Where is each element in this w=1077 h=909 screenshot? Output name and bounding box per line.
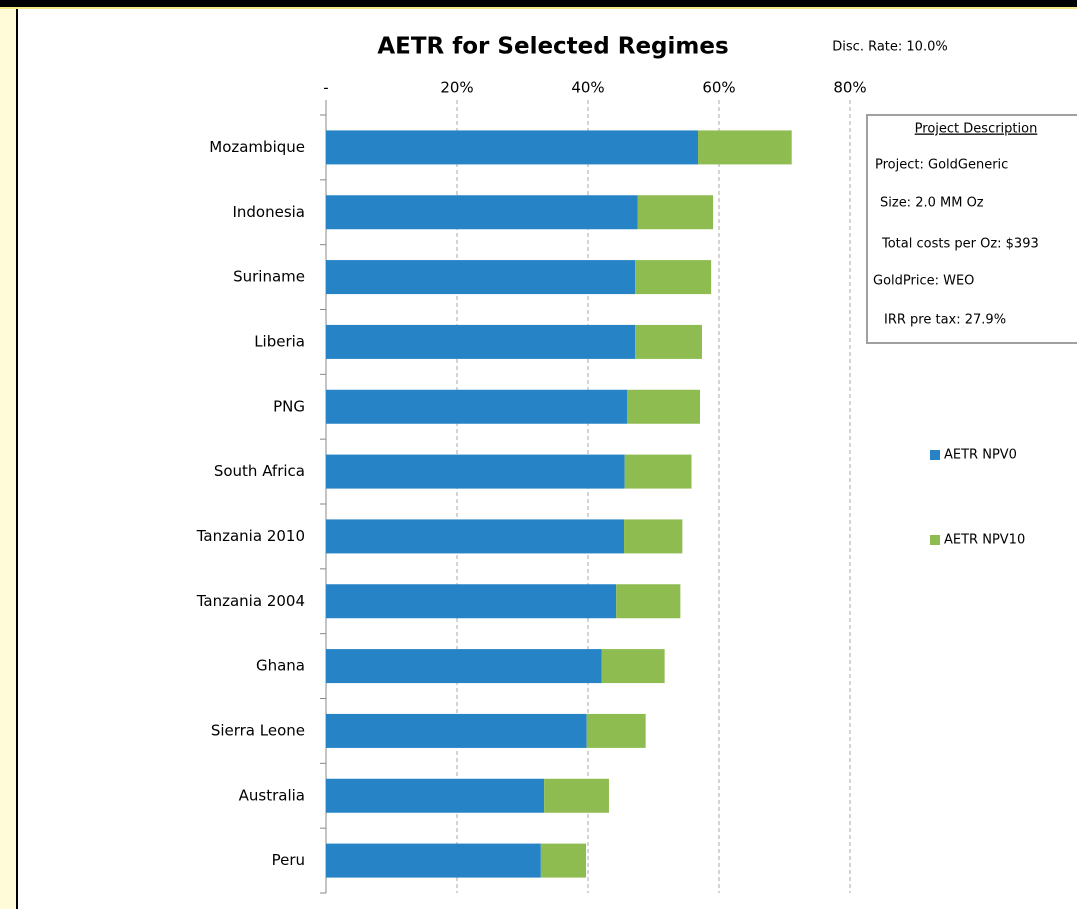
description-line: GoldPrice: WEO [873,274,974,289]
description-title: Project Description [915,122,1038,137]
bar-segment [326,195,638,230]
bar-segment [624,519,683,554]
y-tick-label: Tanzania 2004 [196,592,305,610]
bar-segment [544,778,609,813]
bar-segment [635,324,702,359]
bar-segment [326,649,602,684]
bar-segment [326,454,625,489]
description-line: IRR pre tax: 27.9% [884,313,1006,328]
bar-segment [326,713,587,748]
description-box [866,114,1077,344]
y-tick-label: Peru [272,851,305,869]
y-tick-label: Ghana [256,657,305,675]
bar-segment [326,843,541,878]
bar-segment [326,260,636,295]
bar-segment [326,389,628,424]
x-tick-label: - [323,79,328,97]
bar-segment [627,389,701,424]
bar-segment [635,260,712,295]
y-tick-label: South Africa [214,462,305,480]
bar-segment [326,324,636,359]
left-strip [0,9,16,909]
bar-segment [616,584,681,619]
x-tick-label: 40% [571,79,604,97]
description-line: Project: GoldGeneric [875,158,1008,173]
y-tick-label: Indonesia [232,203,305,221]
bar-segment [326,130,699,165]
bar-segment [326,519,625,554]
description-line: Total costs per Oz: $393 [881,237,1039,252]
y-tick-label: Australia [239,786,305,804]
y-tick-label: PNG [273,397,305,415]
top-frame-line [0,7,1077,9]
x-tick-label: 80% [833,79,866,97]
bar-segment [601,649,665,684]
legend-swatch [930,450,940,460]
bar-segment [326,778,545,813]
y-tick-label: Sierra Leone [211,721,305,739]
y-tick-label: Suriname [233,268,305,286]
annotation: Disc. Rate: 10.0% [832,40,947,55]
x-tick-label: 60% [702,79,735,97]
bar-segment [637,195,714,230]
legend-label: AETR NPV10 [944,533,1025,548]
y-tick-label: Tanzania 2010 [196,527,305,545]
bar-segment [540,843,587,878]
bar-segment [624,454,692,489]
bar-segment [586,713,646,748]
y-tick-label: Mozambique [209,138,305,156]
x-tick-label: 20% [440,79,473,97]
legend-label: AETR NPV0 [944,448,1017,463]
top-frame [0,0,1077,7]
legend-swatch [930,535,940,545]
bar-segment [698,130,792,165]
y-tick-label: Liberia [254,332,305,350]
description-line: Size: 2.0 MM Oz [880,196,984,211]
bar-segment [326,584,617,619]
chart-title: AETR for Selected Regimes [377,34,728,60]
